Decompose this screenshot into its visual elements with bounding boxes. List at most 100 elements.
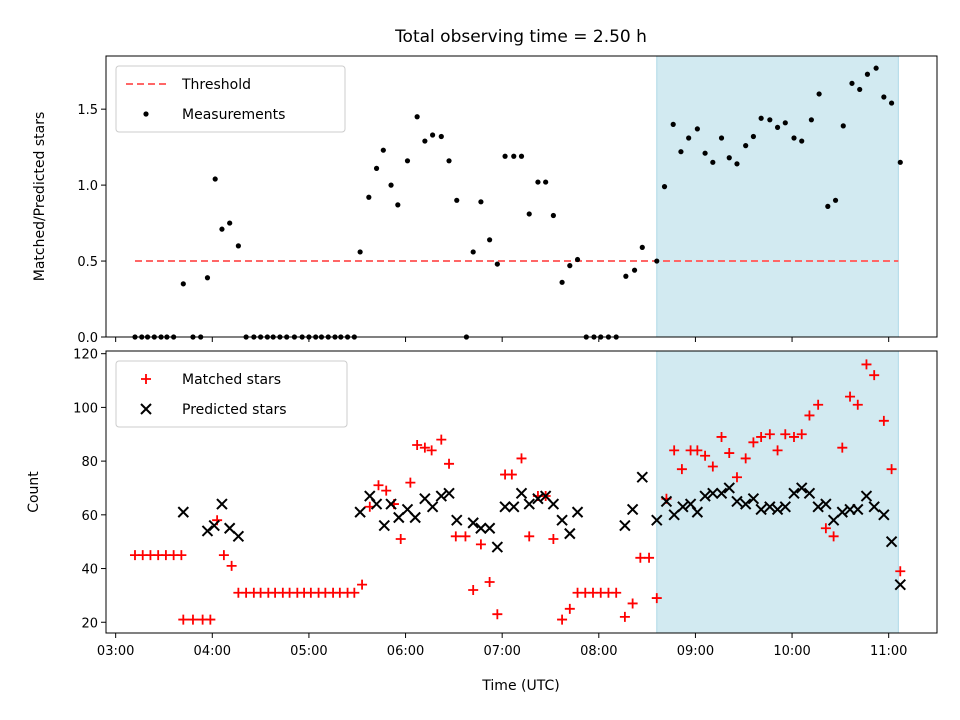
x-tick-label: 11:00 xyxy=(870,644,907,659)
data-point xyxy=(827,514,840,526)
data-point xyxy=(405,477,416,488)
data-point xyxy=(772,445,783,456)
data-point xyxy=(404,158,411,164)
data-point xyxy=(651,593,662,604)
data-point xyxy=(204,275,211,281)
legend-measurements-swatch xyxy=(143,111,149,117)
data-point xyxy=(791,135,797,141)
data-point xyxy=(813,399,824,410)
data-point xyxy=(532,493,544,505)
legend-box xyxy=(115,65,346,133)
data-point xyxy=(354,506,366,518)
data-point xyxy=(378,519,390,532)
data-point xyxy=(619,519,631,532)
legend-label: Matched stars xyxy=(182,372,281,388)
x-tick-label: 05:00 xyxy=(290,644,327,659)
data-point xyxy=(414,114,420,120)
data-point xyxy=(571,506,584,518)
data-point xyxy=(475,522,487,534)
data-point xyxy=(370,498,383,510)
y-tick-label: 120 xyxy=(73,348,98,363)
data-point xyxy=(611,587,622,598)
data-point xyxy=(227,220,233,226)
data-point xyxy=(487,237,493,243)
legend-predicted-swatch xyxy=(140,403,152,415)
data-point xyxy=(654,258,660,264)
data-point xyxy=(764,501,776,513)
data-point xyxy=(852,399,863,410)
data-point xyxy=(426,445,437,456)
data-point xyxy=(740,453,751,464)
data-point xyxy=(750,133,757,140)
data-point xyxy=(816,91,822,97)
data-point xyxy=(731,472,742,483)
x-axis-label: Time (UTC) xyxy=(481,678,559,694)
data-point xyxy=(438,133,444,140)
data-point xyxy=(707,461,718,472)
data-point xyxy=(176,550,187,561)
data-point xyxy=(820,498,832,510)
data-point xyxy=(678,149,684,155)
axes-frame xyxy=(105,55,938,338)
data-point xyxy=(852,503,864,516)
data-point xyxy=(205,614,216,625)
y-tick-label: 1.0 xyxy=(77,179,98,194)
data-point xyxy=(187,614,198,625)
data-point xyxy=(661,184,668,190)
data-point xyxy=(828,531,839,542)
y-tick-label: 40 xyxy=(81,563,98,578)
data-point xyxy=(395,534,406,544)
data-point xyxy=(468,585,479,596)
data-point xyxy=(494,261,500,267)
y-tick-label: 0.5 xyxy=(77,255,98,270)
data-point xyxy=(235,243,241,249)
data-point xyxy=(702,150,708,156)
data-point xyxy=(860,490,873,502)
x-tick-label: 03:00 xyxy=(97,644,134,659)
axes-frame xyxy=(105,350,938,634)
bottom-panel-counts: 03:00 04:00 05:00 06:00 07:00 08:00 09:00 10:00… xyxy=(26,348,938,659)
y-tick-label: 0.0 xyxy=(77,331,98,346)
data-point xyxy=(670,121,676,127)
data-point xyxy=(758,115,764,121)
data-point xyxy=(511,153,517,159)
data-point xyxy=(515,487,528,500)
data-point xyxy=(723,482,735,494)
data-point xyxy=(788,487,800,500)
data-point xyxy=(888,100,895,106)
data-point xyxy=(454,197,460,203)
data-point xyxy=(895,566,906,577)
data-point xyxy=(426,501,439,513)
series-matched-stars xyxy=(129,359,906,625)
data-point xyxy=(508,501,520,513)
data-point xyxy=(430,132,436,138)
data-point xyxy=(767,117,773,123)
data-point xyxy=(635,552,646,563)
data-point xyxy=(357,249,363,255)
data-point xyxy=(385,498,397,510)
data-point xyxy=(478,199,484,205)
data-point xyxy=(409,511,421,524)
data-point xyxy=(212,176,218,182)
data-point xyxy=(357,579,368,590)
data-point xyxy=(808,117,814,123)
data-point xyxy=(484,576,495,587)
data-point xyxy=(739,498,752,510)
data-point xyxy=(651,514,663,526)
data-point xyxy=(502,153,508,159)
data-point xyxy=(799,138,805,144)
data-point xyxy=(845,391,856,402)
data-point xyxy=(526,211,532,217)
data-point xyxy=(668,509,680,521)
y-axis-label: Count xyxy=(26,471,42,513)
data-point xyxy=(700,450,711,461)
data-point xyxy=(491,541,504,553)
data-point xyxy=(644,552,655,563)
data-point xyxy=(626,503,639,516)
series-predicted-stars xyxy=(177,471,906,591)
data-point xyxy=(619,611,630,622)
data-point xyxy=(804,410,815,421)
data-point xyxy=(550,212,556,219)
data-point xyxy=(564,527,576,540)
data-point xyxy=(547,498,560,510)
